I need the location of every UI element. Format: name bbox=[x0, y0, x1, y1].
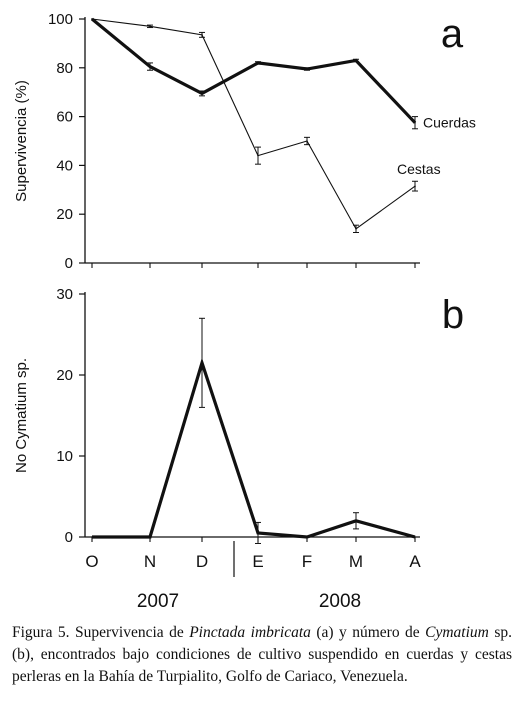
figure-caption: Figura 5. Supervivencia de Pinctada imbr… bbox=[12, 622, 512, 688]
panel-label: b bbox=[442, 293, 464, 337]
x-tick-label: F bbox=[302, 552, 312, 571]
y-tick-label: 30 bbox=[56, 286, 73, 303]
y-tick-label: 60 bbox=[56, 109, 73, 126]
chart-panel-b: 0 10 20 30 No Cymatium sp. b bbox=[13, 286, 464, 546]
y-tick-label: 80 bbox=[56, 60, 73, 77]
y-axis-title: Supervivencia (%) bbox=[13, 80, 30, 202]
y-tick-label: 40 bbox=[56, 157, 73, 174]
x-tick-label: N bbox=[144, 552, 156, 571]
caption-species1: Pinctada imbricata bbox=[189, 624, 311, 641]
x-axis-labels: O N D E F M A 2007 2008 bbox=[85, 541, 421, 612]
y-tick-label: 0 bbox=[65, 255, 73, 272]
y-tick-label: 10 bbox=[56, 448, 73, 465]
data-point bbox=[306, 536, 308, 538]
caption-part3: sp. (b), encontrados bajo condiciones de… bbox=[12, 624, 512, 685]
year-label-2008: 2008 bbox=[319, 591, 361, 612]
caption-part1: Figura 5. Supervivencia de bbox=[12, 624, 190, 641]
series-label: Cestas bbox=[397, 161, 441, 177]
panel-label: a bbox=[441, 12, 464, 56]
series-line bbox=[92, 357, 416, 539]
y-tick-label: 20 bbox=[56, 206, 73, 223]
year-label-2007: 2007 bbox=[137, 591, 179, 612]
caption-part2: (a) y número de bbox=[310, 624, 426, 641]
y-tick-label: 0 bbox=[65, 529, 73, 546]
series-line bbox=[91, 18, 416, 230]
x-tick-label: M bbox=[349, 552, 363, 571]
series-line bbox=[90, 17, 417, 124]
y-axis-title: No Cymatium sp. bbox=[13, 358, 30, 473]
caption-species2: Cymatium bbox=[425, 624, 489, 641]
data-point bbox=[91, 536, 93, 538]
x-tick-label: E bbox=[252, 552, 263, 571]
x-tick-label: A bbox=[409, 552, 421, 571]
chart-panel-a: 0 20 40 60 80 100 Supervivencia (%) a Cuerdas Ces… bbox=[13, 11, 476, 272]
y-tick-label: 100 bbox=[48, 11, 73, 28]
data-point bbox=[91, 18, 93, 20]
data-point bbox=[149, 536, 151, 538]
data-point bbox=[414, 536, 416, 538]
x-tick-label: D bbox=[196, 552, 208, 571]
series-label: Cuerdas bbox=[423, 115, 476, 131]
y-tick-label: 20 bbox=[56, 367, 73, 384]
x-tick-label: O bbox=[85, 552, 98, 571]
